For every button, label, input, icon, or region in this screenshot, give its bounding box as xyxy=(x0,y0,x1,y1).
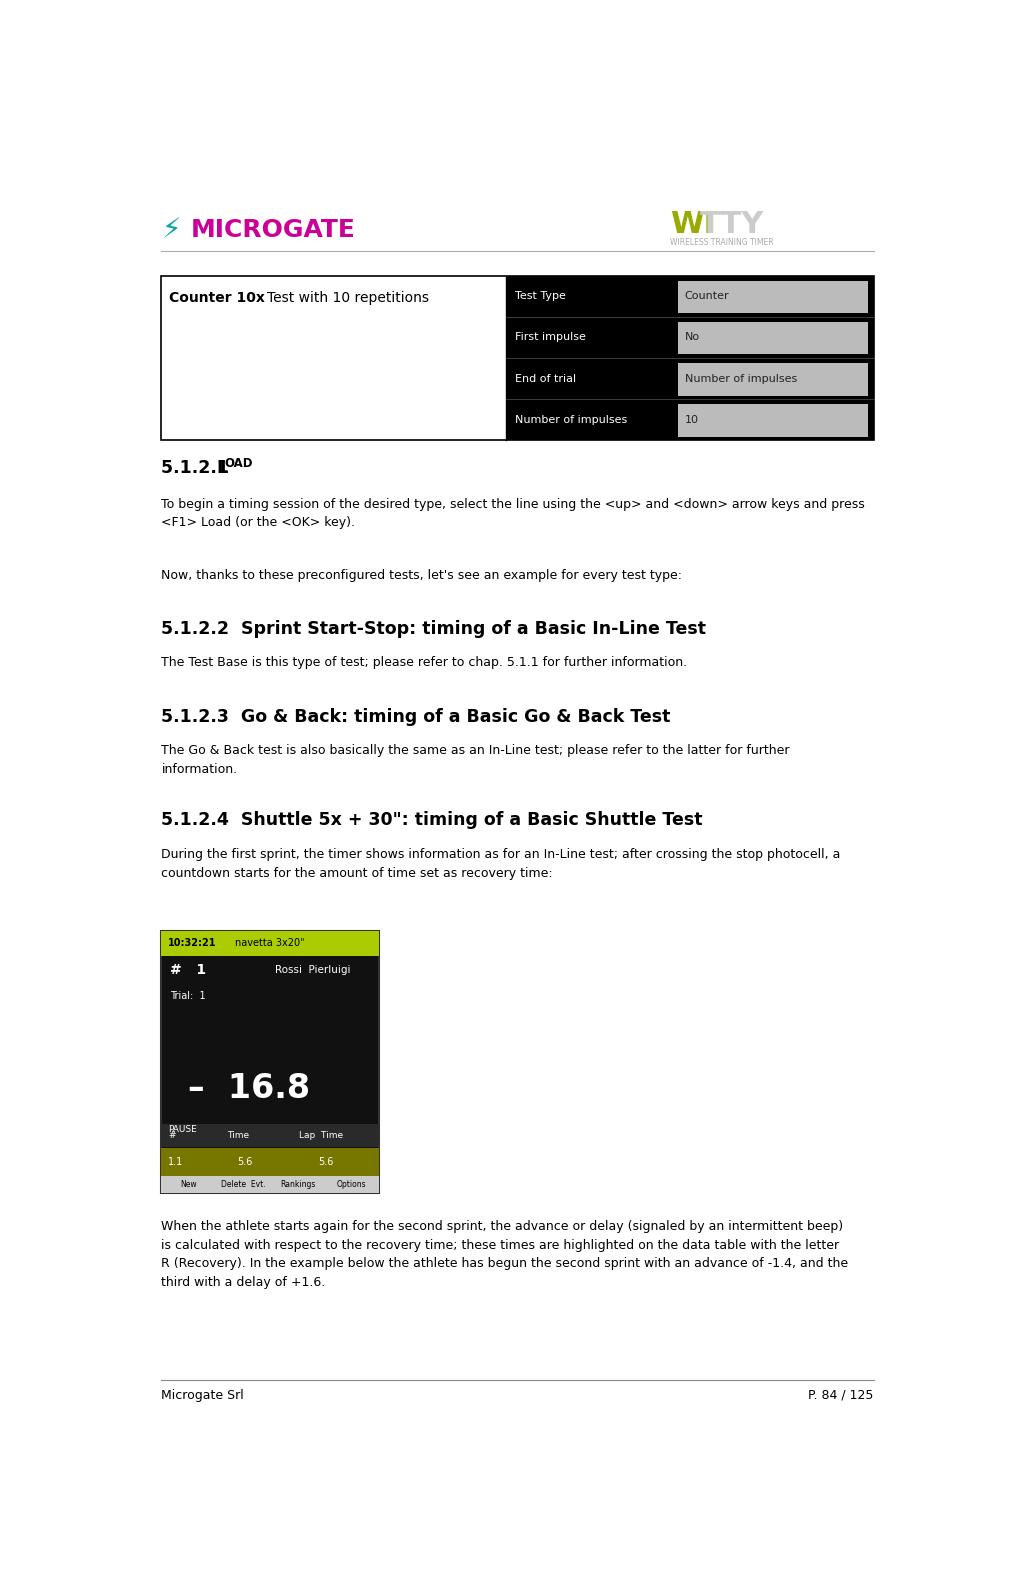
Text: 5.1.2.3  Go & Back: timing of a Basic Go & Back Test: 5.1.2.3 Go & Back: timing of a Basic Go … xyxy=(162,707,671,726)
Text: 10:32:21: 10:32:21 xyxy=(168,938,216,948)
Text: 1.1: 1.1 xyxy=(168,1157,183,1167)
Text: Counter 10x: Counter 10x xyxy=(170,292,266,306)
FancyBboxPatch shape xyxy=(162,930,379,1194)
Text: When the athlete starts again for the second sprint, the advance or delay (signa: When the athlete starts again for the se… xyxy=(162,1220,848,1289)
Text: New: New xyxy=(181,1179,197,1189)
Text: #: # xyxy=(168,1132,176,1140)
Text: 5.1.2.1: 5.1.2.1 xyxy=(162,458,241,477)
Text: Delete  Evt.: Delete Evt. xyxy=(221,1179,266,1189)
Text: Options: Options xyxy=(337,1179,367,1189)
Text: P. 84 / 125: P. 84 / 125 xyxy=(808,1388,874,1401)
Text: The Test Base is this type of test; please refer to chap. 5.1.1 for further info: The Test Base is this type of test; plea… xyxy=(162,656,688,669)
Text: TTY: TTY xyxy=(700,209,765,239)
Text: First impulse: First impulse xyxy=(515,333,586,342)
FancyBboxPatch shape xyxy=(679,404,868,437)
Text: Test with 10 repetitions: Test with 10 repetitions xyxy=(267,292,429,306)
FancyBboxPatch shape xyxy=(162,1148,379,1176)
FancyBboxPatch shape xyxy=(679,281,868,314)
Text: No: No xyxy=(685,333,700,342)
Text: Rossi  Pierluigi: Rossi Pierluigi xyxy=(275,965,350,975)
FancyBboxPatch shape xyxy=(162,276,874,441)
Text: Number of impulses: Number of impulses xyxy=(515,415,627,425)
FancyBboxPatch shape xyxy=(506,276,874,441)
Text: To begin a timing session of the desired type, select the line using the <up> an: To begin a timing session of the desired… xyxy=(162,498,866,529)
Text: MICROGATE: MICROGATE xyxy=(191,219,357,243)
Text: #   1: # 1 xyxy=(170,962,206,976)
Text: ⚡: ⚡ xyxy=(162,217,181,244)
Text: Number of impulses: Number of impulses xyxy=(685,374,797,384)
FancyBboxPatch shape xyxy=(162,1176,379,1194)
Text: Time: Time xyxy=(227,1132,248,1140)
Text: –  16.8: – 16.8 xyxy=(188,1071,310,1105)
Text: Lap  Time: Lap Time xyxy=(299,1132,342,1140)
FancyBboxPatch shape xyxy=(679,322,868,355)
Text: 5.6: 5.6 xyxy=(318,1157,333,1167)
Text: OAD: OAD xyxy=(224,458,252,471)
Text: WIRELESS TRAINING TIMER: WIRELESS TRAINING TIMER xyxy=(671,238,774,247)
Text: Rankings: Rankings xyxy=(280,1179,315,1189)
Text: End of trial: End of trial xyxy=(515,374,577,384)
Text: 5.6: 5.6 xyxy=(237,1157,254,1167)
Text: 5.1.2.2  Sprint Start-Stop: timing of a Basic In-Line Test: 5.1.2.2 Sprint Start-Stop: timing of a B… xyxy=(162,620,706,637)
FancyBboxPatch shape xyxy=(162,1124,379,1148)
Text: navetta 3x20": navetta 3x20" xyxy=(235,938,305,948)
Text: Test Type: Test Type xyxy=(515,292,567,301)
Text: PAUSE: PAUSE xyxy=(168,1125,197,1133)
Text: Now, thanks to these preconfigured tests, let's see an example for every test ty: Now, thanks to these preconfigured tests… xyxy=(162,569,683,582)
Text: During the first sprint, the timer shows information as for an In-Line test; aft: During the first sprint, the timer shows… xyxy=(162,848,841,880)
Text: The Go & Back test is also basically the same as an In-Line test; please refer t: The Go & Back test is also basically the… xyxy=(162,745,790,775)
Text: WI: WI xyxy=(671,209,715,239)
Text: 5.1.2.4  Shuttle 5x + 30": timing of a Basic Shuttle Test: 5.1.2.4 Shuttle 5x + 30": timing of a Ba… xyxy=(162,812,703,829)
Text: Microgate Srl: Microgate Srl xyxy=(162,1388,244,1401)
FancyBboxPatch shape xyxy=(162,930,379,956)
FancyBboxPatch shape xyxy=(679,363,868,396)
Text: Trial:  1: Trial: 1 xyxy=(170,991,206,1002)
Text: 10: 10 xyxy=(685,415,699,425)
Text: L: L xyxy=(216,458,227,477)
Text: Counter: Counter xyxy=(685,292,729,301)
